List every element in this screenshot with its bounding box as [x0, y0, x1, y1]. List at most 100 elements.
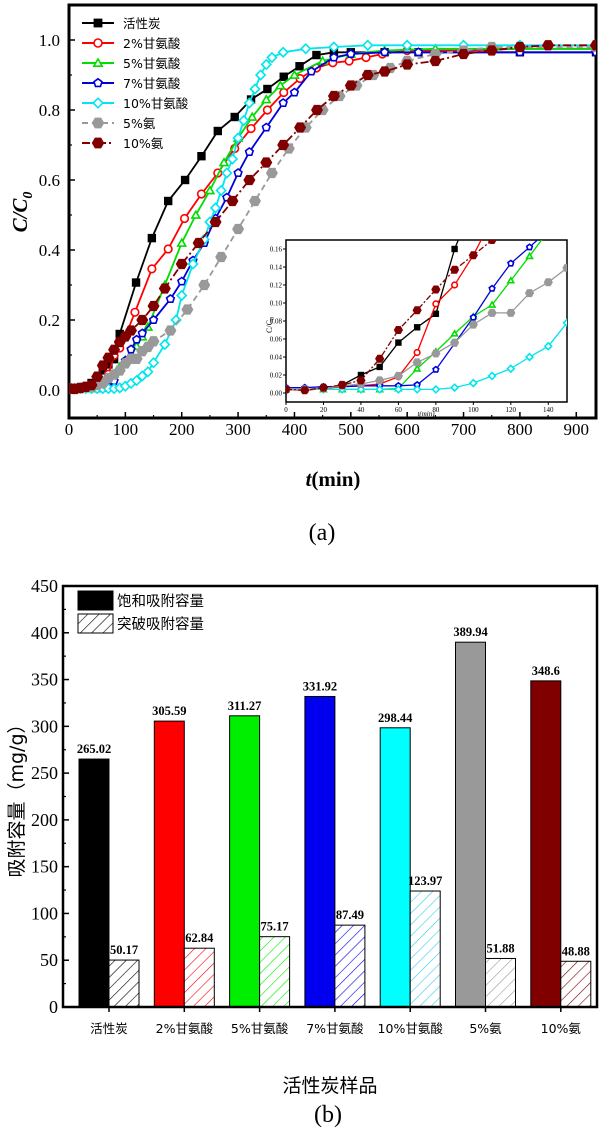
inset-y-axis-label: C/C0 [265, 317, 276, 333]
data-point [543, 341, 553, 351]
data-point [130, 307, 140, 317]
data-point [260, 94, 272, 104]
series-line [286, 240, 494, 391]
data-point [92, 57, 104, 67]
inset-series-10%氨 [286, 240, 497, 395]
data-point [148, 315, 159, 325]
data-point [266, 51, 278, 64]
plot-area-frame [67, 3, 598, 420]
x-tick-label: 0 [65, 420, 74, 439]
x-tick-label: 700 [451, 420, 477, 439]
bar-value-label: 87.49 [336, 908, 364, 922]
legend-item: 10%甘氨酸 [82, 96, 189, 111]
data-point [376, 363, 383, 371]
bar-saturation [455, 641, 486, 1008]
data-point [147, 264, 157, 274]
x-tick-label: 600 [394, 420, 420, 439]
inset-y-tick-label: 0.16 [270, 246, 283, 254]
data-point [362, 39, 374, 51]
series-10%氨 [69, 40, 596, 395]
data-point [432, 310, 440, 317]
legend-item: 10%氨 [82, 136, 164, 151]
data-point [525, 251, 534, 260]
data-point [327, 90, 340, 102]
data-point [158, 283, 171, 294]
data-point [513, 41, 526, 53]
data-point [262, 105, 273, 115]
y-tick-label: 0 [49, 997, 58, 1017]
data-point [361, 52, 371, 63]
data-point [165, 294, 176, 304]
data-point [562, 318, 567, 328]
x-axis-label: 活性炭样品 [282, 1075, 377, 1097]
x-tick-label: 10%氨 [541, 1021, 582, 1036]
legend-label: 饱和吸附容量 [117, 593, 204, 610]
legend-swatch [77, 590, 114, 611]
bar-saturation [78, 758, 110, 1008]
data-point [545, 228, 551, 233]
data-point [232, 223, 245, 235]
data-point [198, 279, 211, 291]
data-point [277, 46, 289, 58]
data-point [233, 168, 243, 178]
caption-b: (b) [314, 1102, 342, 1128]
data-point [93, 77, 103, 88]
data-point [431, 384, 441, 394]
data-point [246, 123, 256, 134]
data-point [179, 213, 190, 224]
legend-label: 10%氨 [123, 136, 164, 151]
data-point [295, 62, 304, 71]
data-point [375, 376, 385, 385]
bar-breakthrough [183, 947, 215, 1008]
data-point [261, 122, 272, 132]
data-point [215, 251, 228, 263]
data-point [277, 139, 290, 151]
inset-x-tick-label: 40 [357, 406, 365, 414]
data-point [412, 358, 422, 367]
data-point [449, 265, 460, 274]
inset-x-tick-label: 140 [543, 406, 554, 414]
bar-value-label: 305.59 [152, 704, 186, 718]
y-tick-label: 450 [31, 576, 58, 596]
y-tick-label: 0.0 [39, 381, 60, 400]
legend-item: 突破吸附容量 [77, 613, 204, 634]
bar-saturation [229, 715, 261, 1008]
inset-series-10%甘氨酸 [286, 318, 567, 394]
data-point [413, 348, 421, 357]
legend-swatch [77, 613, 114, 634]
data-point [395, 339, 402, 346]
y-tick-label: 50 [40, 950, 58, 970]
bar-saturation [379, 727, 411, 1008]
x-tick-label: 800 [507, 420, 533, 439]
data-point [218, 157, 230, 167]
data-point [246, 111, 258, 121]
x-tick-label: 5%氨 [469, 1021, 502, 1036]
y-axis-label: 吸附容量（mg/g） [6, 714, 28, 877]
bar-breakthrough [560, 960, 592, 1008]
bar-value-label: 62.84 [185, 931, 214, 945]
data-point [344, 80, 357, 91]
legend-label: 2%甘氨酸 [123, 36, 181, 51]
inset-y-tick-label: 0.02 [270, 372, 283, 380]
x-axis-label: t(min) [306, 467, 361, 491]
x-tick-label: 500 [338, 420, 364, 439]
data-point [238, 114, 250, 127]
data-point [196, 189, 207, 199]
data-point [209, 216, 222, 228]
bar-breakthrough [259, 936, 291, 1008]
data-point [506, 308, 516, 317]
legend-item: 活性炭 [82, 16, 161, 31]
data-point [375, 354, 385, 363]
data-point [91, 117, 105, 129]
data-point [260, 157, 273, 168]
data-point [91, 137, 105, 149]
x-tick-label: 400 [282, 420, 308, 439]
data-point [300, 43, 312, 55]
data-point [93, 18, 103, 28]
data-point [279, 72, 288, 81]
legend-label: 突破吸附容量 [117, 616, 204, 633]
y-tick-label: 0.2 [39, 311, 60, 330]
data-point [249, 195, 261, 207]
bar-saturation [530, 680, 562, 1008]
